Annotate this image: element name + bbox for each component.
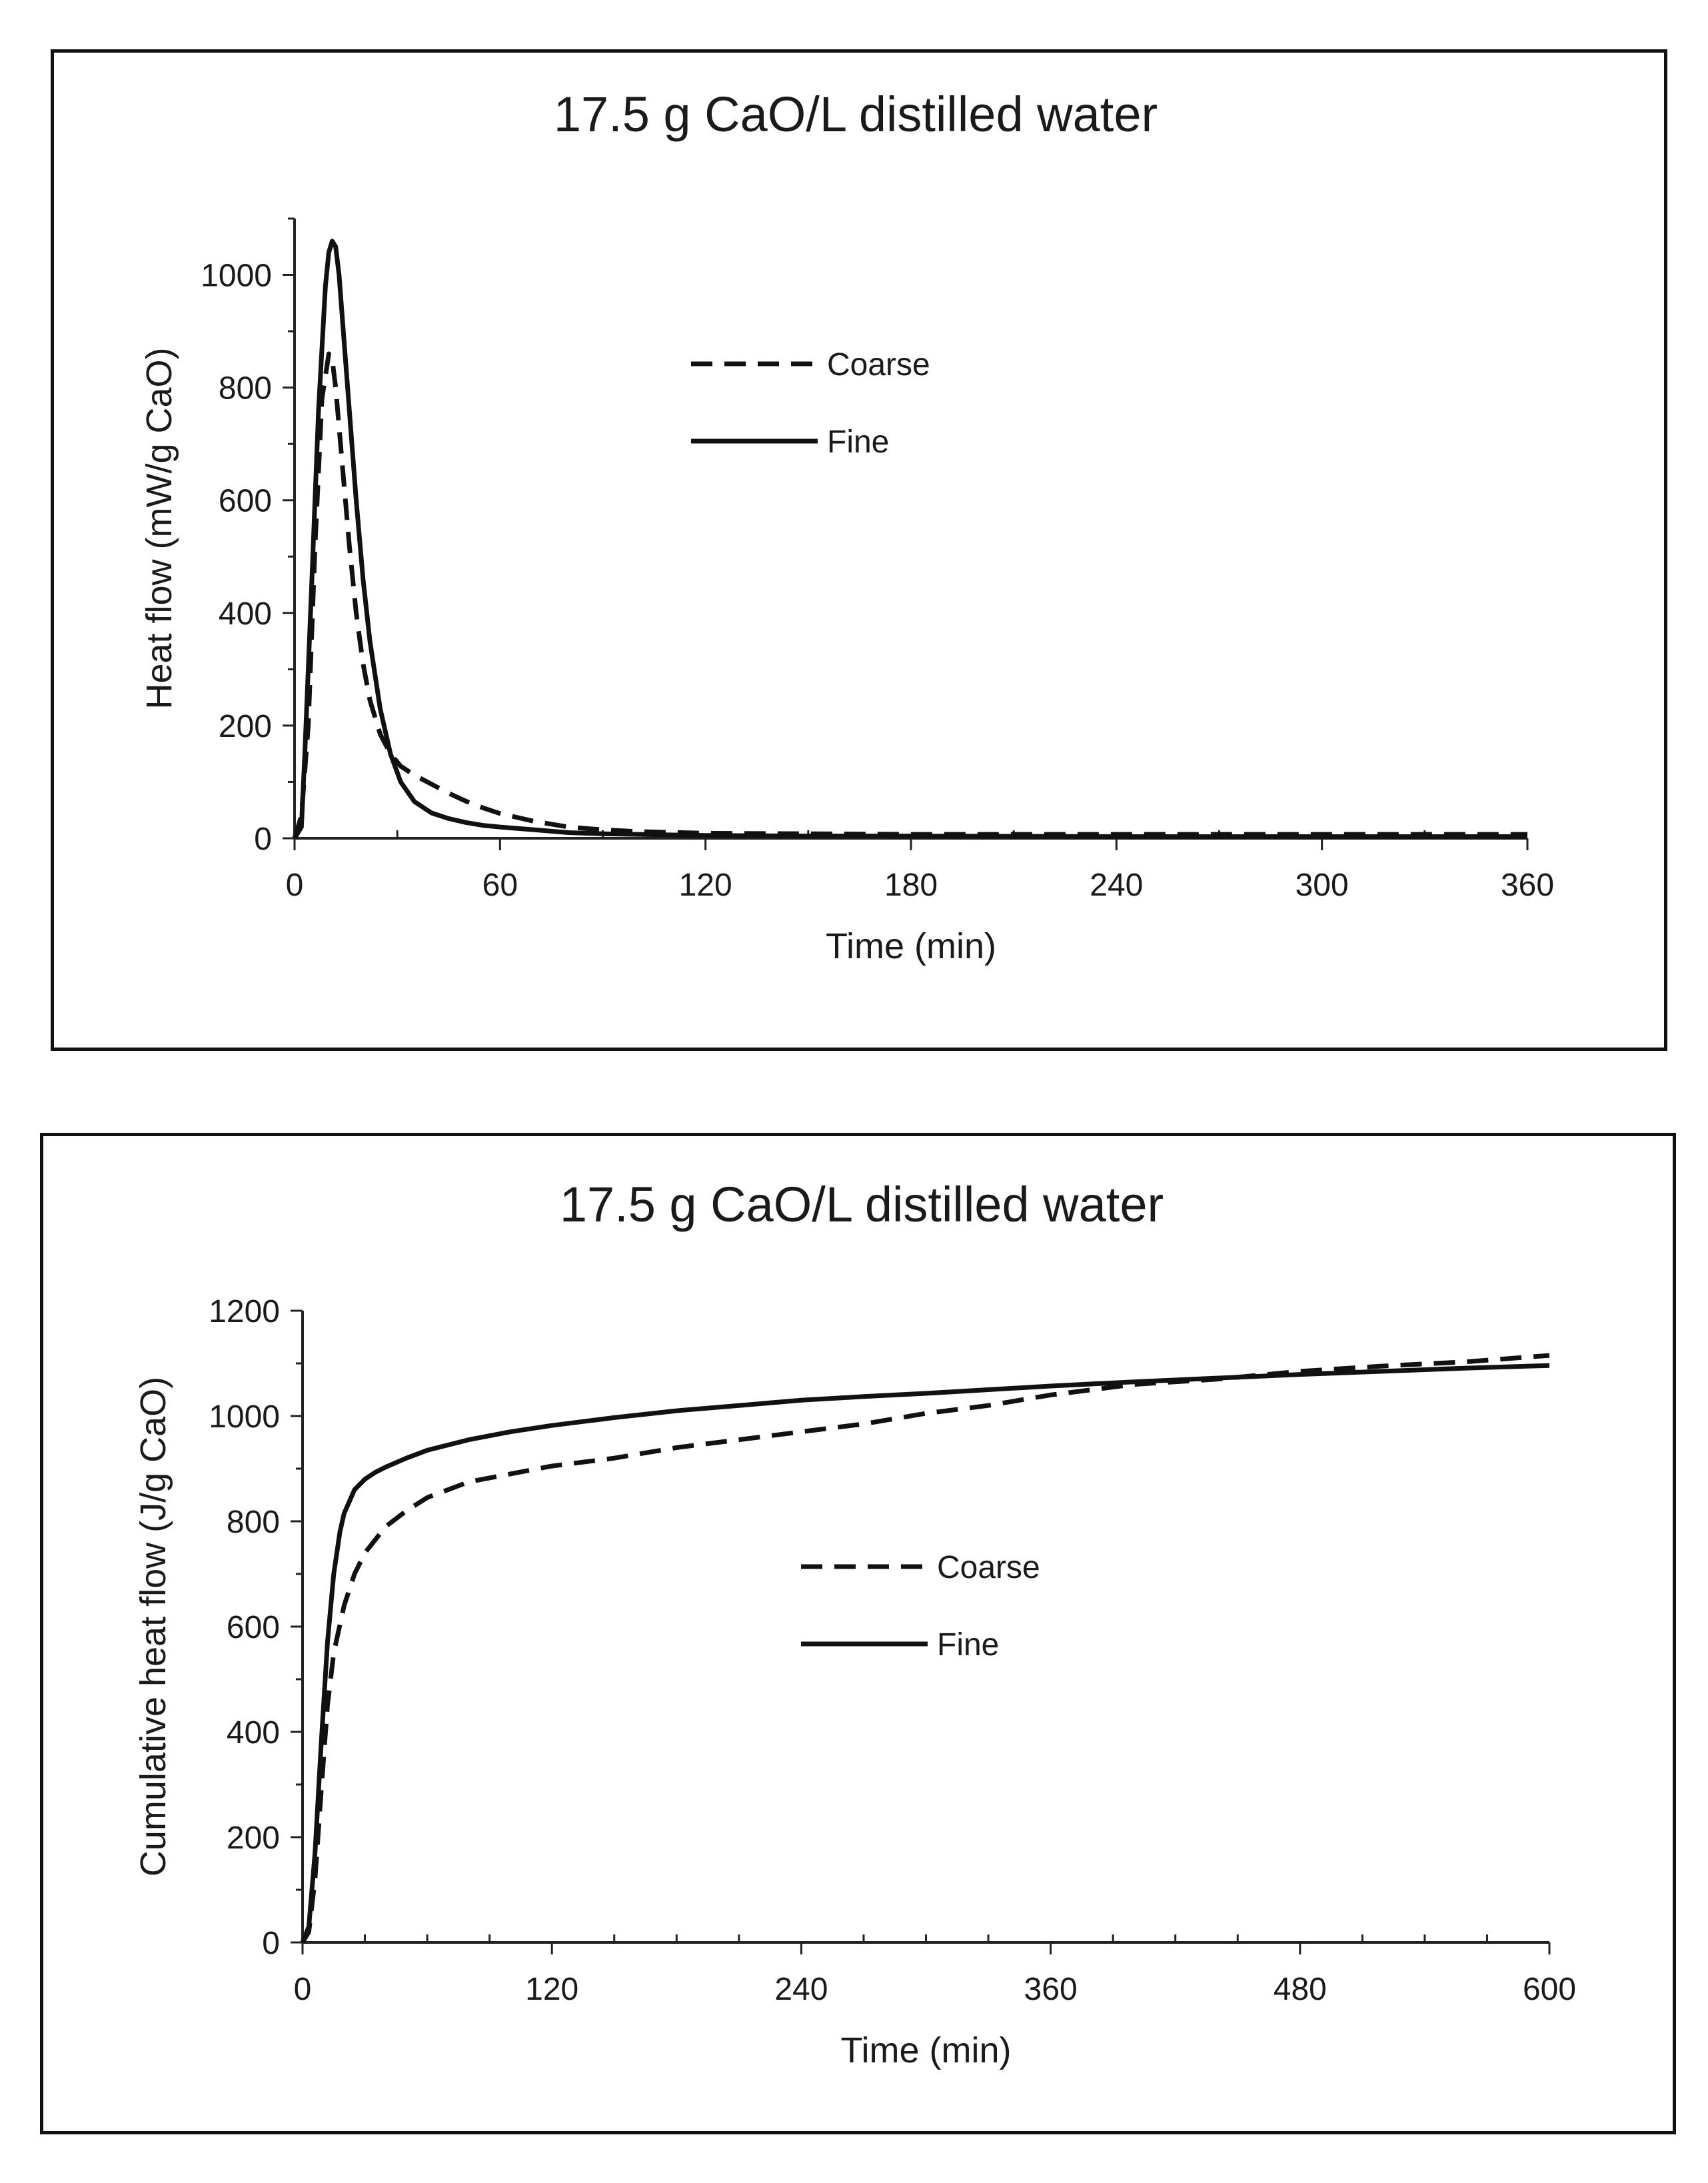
y-tick-label: 200 [227, 1820, 280, 1856]
x-tick-label: 300 [1295, 868, 1349, 903]
x-tick-label: 360 [1024, 1972, 1078, 2007]
x-tick-label: 0 [294, 1972, 312, 2007]
y-tick-label: 0 [262, 1926, 280, 1961]
y-tick-label: 0 [254, 822, 272, 857]
y-tick-label: 600 [227, 1610, 280, 1645]
cumulative-heat-flow-chart: 17.5 g CaO/L distilled water 0 200 400 600 80… [133, 1177, 1576, 2070]
y-tick-label: 800 [227, 1505, 280, 1540]
legend-label-coarse: Coarse [937, 1550, 1040, 1585]
chart-panel-heat-flow: 17.5 g CaO/L distilled water 0 200 400 600 80… [51, 49, 1667, 1051]
y-tick-label: 800 [219, 371, 272, 406]
x-tick-label: 120 [525, 1972, 578, 2007]
chart-panel-cumulative-heat-flow: 17.5 g CaO/L distilled water 0 200 400 600 80… [40, 1133, 1676, 2134]
y-tick-label: 1000 [201, 259, 272, 294]
x-tick-label: 360 [1501, 868, 1554, 903]
series-line-fine [300, 1363, 1550, 1944]
series-line-coarse [292, 351, 1527, 840]
x-tick-label: 480 [1274, 1972, 1327, 2007]
y-tick-label: 400 [227, 1715, 280, 1751]
y-tick-label: 200 [219, 709, 272, 744]
y-tick-label: 1000 [209, 1399, 280, 1435]
y-tick-label: 600 [219, 484, 272, 519]
x-tick-label: 600 [1523, 1972, 1576, 2007]
y-axis-label: Cumulative heat flow (J/g CaO) [133, 1377, 173, 1876]
y-tick-label: 400 [219, 596, 272, 632]
x-axis-label: Time (min) [826, 926, 996, 966]
chart-title: 17.5 g CaO/L distilled water [560, 1177, 1164, 1232]
x-tick-label: 120 [679, 868, 732, 903]
series-line-coarse [300, 1353, 1550, 1944]
x-axis-label: Time (min) [841, 2030, 1012, 2070]
x-tick-label: 60 [482, 868, 518, 903]
chart-title: 17.5 g CaO/L distilled water [554, 87, 1158, 142]
legend-label-coarse: Coarse [827, 347, 930, 382]
heat-flow-chart: 17.5 g CaO/L distilled water020040060080… [139, 87, 1554, 966]
x-tick-label: 240 [1090, 868, 1143, 903]
y-tick-label: 1200 [209, 1294, 280, 1329]
y-axis-label: Heat flow (mW/g CaO) [139, 347, 179, 709]
x-tick-label: 0 [286, 868, 304, 903]
legend-label-fine: Fine [937, 1627, 999, 1663]
series-line-fine [293, 239, 1527, 840]
legend-label-fine: Fine [827, 424, 889, 460]
x-tick-label: 240 [774, 1972, 828, 2007]
x-tick-label: 180 [884, 868, 938, 903]
